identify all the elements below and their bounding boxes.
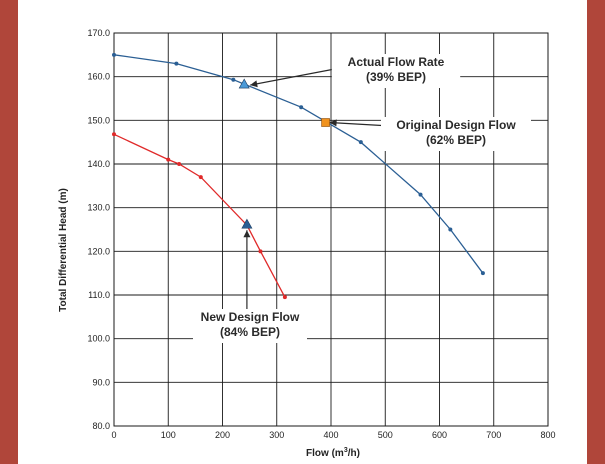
- actual-flow-label-backing: [331, 54, 461, 88]
- x-tick-label: 400: [323, 430, 338, 440]
- pump-curve-chart: 0 100 200 300 400 500 600 700 800 80.0 90.0 100.0 11…: [58, 28, 556, 459]
- y-tick-label: 90.0: [92, 377, 110, 387]
- new-design-label-line: New Design Flow: [201, 310, 300, 324]
- x-tick-label: 100: [161, 430, 176, 440]
- y-tick-label: 110.0: [88, 290, 110, 300]
- x-tick-label: 700: [486, 430, 501, 440]
- y-tick-label: 130.0: [87, 203, 110, 213]
- tick-labels: 0 100 200 300 400 500 600 700 800 80.0 90.0 100.0 11…: [87, 28, 555, 440]
- series-point-2: [177, 162, 182, 166]
- actual-flow-label-line: Actual Flow Rate: [348, 55, 445, 69]
- x-tick-label: 800: [540, 430, 555, 440]
- x-tick-label: 600: [432, 430, 447, 440]
- series-point-2: [258, 249, 263, 254]
- series-point-1: [174, 61, 179, 66]
- markers: [238, 78, 330, 229]
- x-tick-label: 300: [269, 430, 284, 440]
- series-point-1: [358, 140, 363, 145]
- y-axis-title: Total Differential Head (m): [58, 188, 69, 312]
- series-point-1: [448, 227, 453, 232]
- annotations: Actual Flow Rate(39% BEP) Original Design…: [193, 54, 531, 343]
- actual-flow-label: Actual Flow Rate(39% BEP): [331, 54, 461, 88]
- series-point-1: [418, 192, 423, 197]
- original-design-label-backing: [381, 117, 531, 151]
- y-tick-label: 140.0: [87, 159, 110, 169]
- actual-flow-arrow: [250, 67, 341, 86]
- actual-flow-arrow-head: [250, 80, 258, 88]
- chart-panel: 0 100 200 300 400 500 600 700 800 80.0 90.0 100.0 11…: [18, 0, 587, 464]
- series-point-1: [480, 271, 485, 276]
- new-design-label-line: (84% BEP): [220, 325, 280, 339]
- actual-flow-marker: [238, 78, 250, 89]
- actual-flow-label-line: (39% BEP): [366, 70, 426, 84]
- y-tick-label: 100.0: [87, 334, 110, 344]
- x-tick-label: 200: [215, 430, 230, 440]
- new-design-marker: [241, 218, 253, 229]
- y-tick-label: 80.0: [92, 421, 110, 431]
- series-point-2: [282, 295, 287, 300]
- series-point-2: [112, 132, 116, 137]
- series-layer: [112, 52, 485, 300]
- y-tick-label: 170.0: [87, 28, 110, 38]
- new-design-arrow-head: [243, 230, 251, 238]
- x-tick-label: 0: [111, 430, 116, 440]
- original-design-label-line: (62% BEP): [426, 133, 486, 147]
- major-grid: [113, 32, 549, 427]
- original-design-marker: [321, 118, 330, 127]
- y-tick-label: 150.0: [87, 115, 110, 125]
- series-point-1: [112, 52, 116, 57]
- series-point-1: [231, 77, 236, 82]
- new-design-label: New Design Flow(84% BEP): [193, 309, 307, 343]
- series-point-2: [166, 157, 171, 162]
- series-point-1: [299, 105, 304, 110]
- original-design-arrow-head: [329, 119, 337, 127]
- y-tick-label: 120.0: [87, 246, 110, 256]
- new-design-label-backing: [193, 309, 307, 343]
- x-tick-label: 500: [378, 430, 393, 440]
- x-axis-title: Flow (m3/h): [306, 447, 360, 459]
- original-design-label: Original Design Flow(62% BEP): [381, 117, 531, 151]
- y-tick-label: 160.0: [87, 72, 110, 82]
- original-design-label-line: Original Design Flow: [396, 118, 516, 132]
- series-point-2: [198, 175, 203, 180]
